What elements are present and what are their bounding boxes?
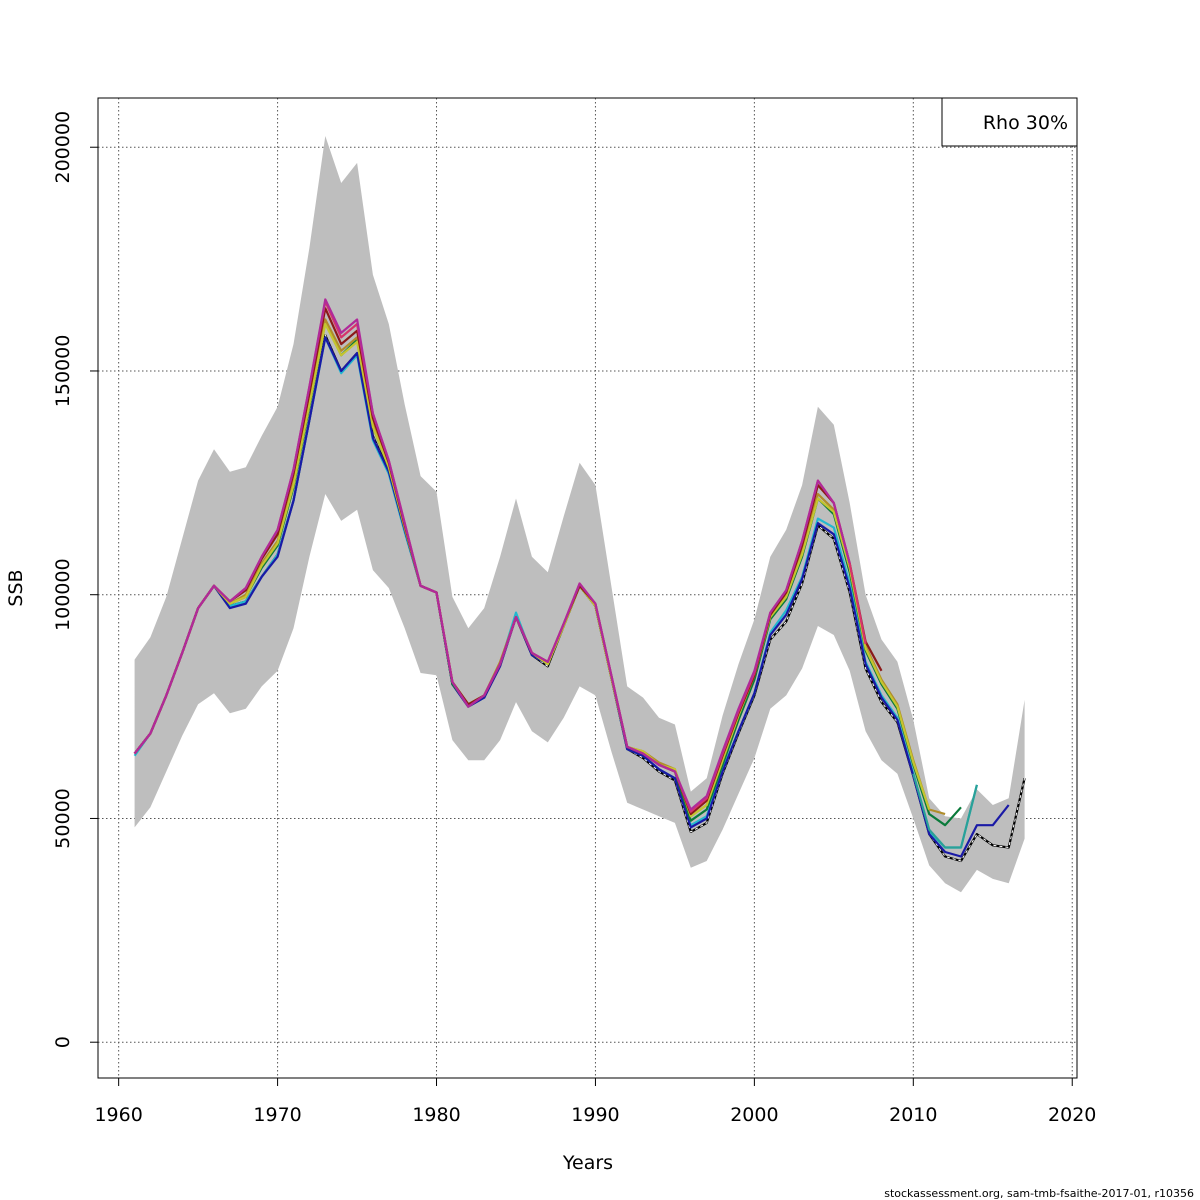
x-tick-label-5: 2010: [889, 1104, 937, 1126]
y-axis-title: SSB: [5, 569, 27, 606]
series-line-3: [912, 773, 978, 849]
series-line-9: [133, 298, 851, 811]
confidence-band-layer: [134, 136, 1025, 893]
footer-credit: stockassessment.org, sam-tmb-fsaithe-201…: [884, 1187, 1194, 1200]
legend: Rho 30%: [941, 97, 1078, 147]
y-axis: 0 50000 100000 150000 200000: [52, 111, 99, 1048]
x-tick-label-0: 1960: [94, 1104, 142, 1126]
x-tick-label-2: 1980: [412, 1104, 460, 1126]
y-tick-label-4: 200000: [52, 111, 74, 184]
x-tick-label-6: 2020: [1048, 1104, 1096, 1126]
confidence-band: [134, 136, 1025, 893]
y-tick-label-0: 0: [52, 1036, 74, 1048]
y-tick-label-1: 50000: [52, 788, 74, 848]
legend-text: Rho 30%: [983, 112, 1068, 134]
x-tick-label-4: 2000: [730, 1104, 778, 1126]
series-layer: [133, 298, 1026, 863]
y-tick-label-2: 100000: [52, 558, 74, 631]
series-line-0-dash: [134, 333, 1026, 862]
x-tick-label-1: 1970: [253, 1104, 301, 1126]
y-tick-label-3: 150000: [52, 335, 74, 408]
x-tick-label-3: 1990: [571, 1104, 619, 1126]
legend-box: [941, 97, 1078, 147]
x-axis-title: Years: [562, 1152, 613, 1174]
x-axis: 1960 1970 1980 1990 2000 2010 2020: [94, 1077, 1096, 1126]
